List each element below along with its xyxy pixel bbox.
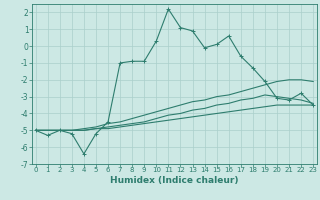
X-axis label: Humidex (Indice chaleur): Humidex (Indice chaleur) — [110, 176, 239, 185]
